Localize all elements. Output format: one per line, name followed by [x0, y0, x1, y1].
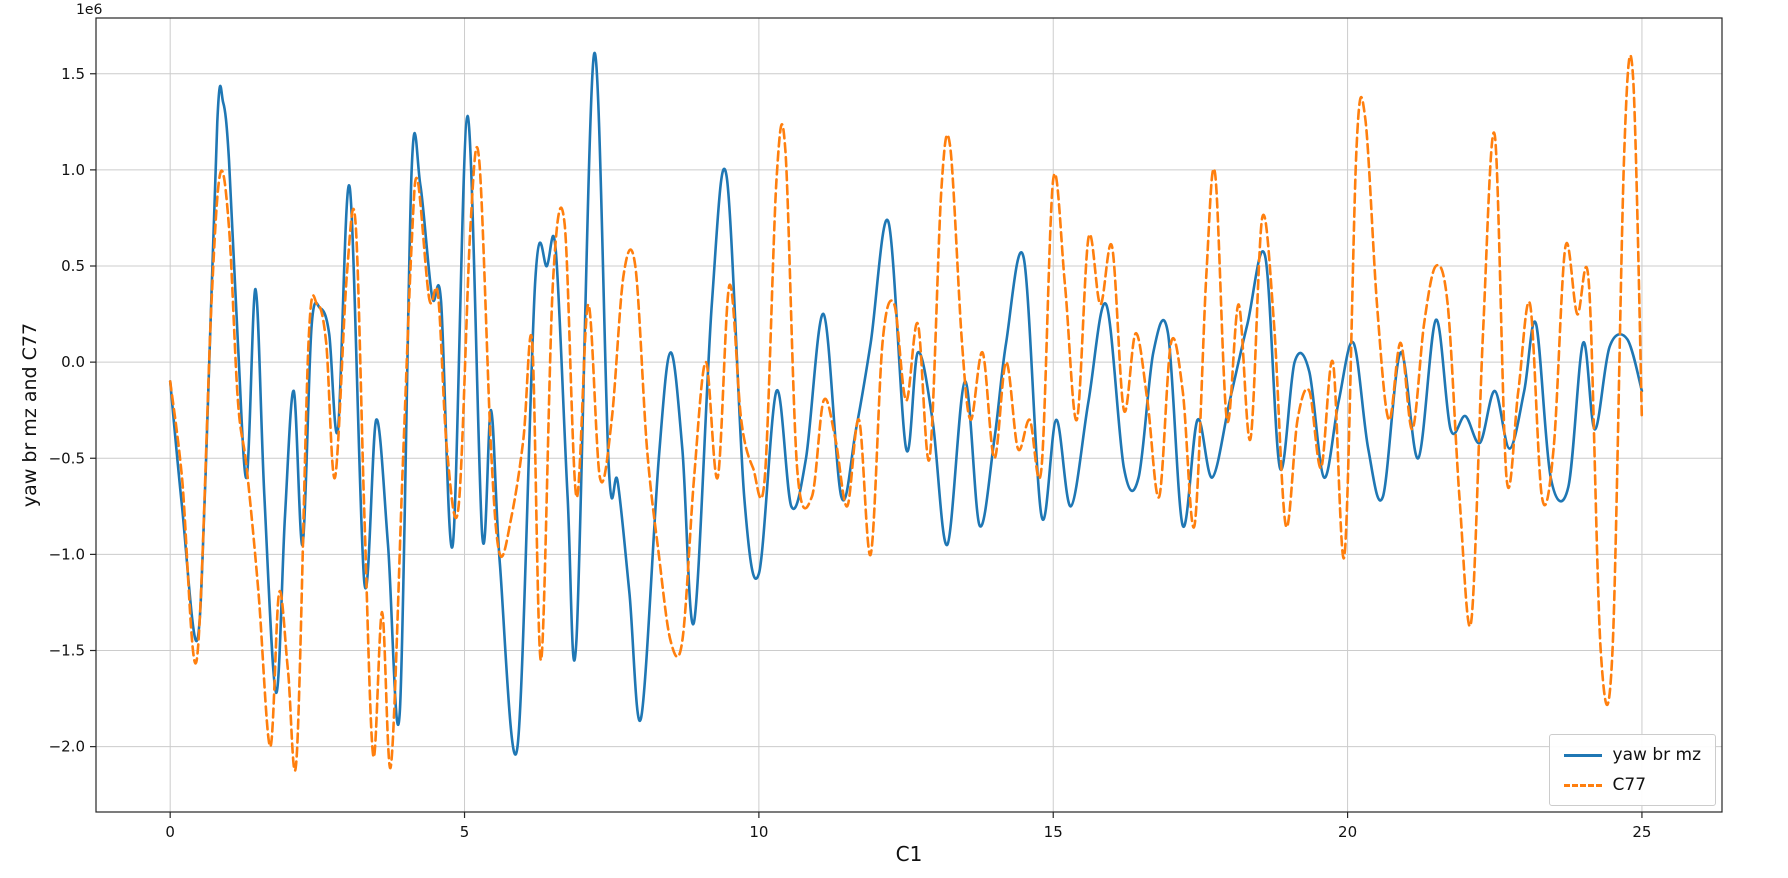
y-tick-label: −0.5 — [49, 449, 85, 467]
legend-label: C77 — [1612, 775, 1647, 795]
y-tick-label: 0.5 — [61, 257, 85, 275]
y-axis-offset-text: 1e6 — [76, 2, 103, 18]
y-tick-label: −1.5 — [49, 642, 85, 660]
x-tick-label: 15 — [1044, 823, 1063, 841]
x-tick-label: 5 — [460, 823, 470, 841]
legend: yaw br mz C77 — [1548, 734, 1716, 806]
solid-line-swatch-icon — [1563, 753, 1602, 757]
plot-frame — [95, 17, 1723, 813]
y-tick-label: 1.0 — [61, 161, 85, 179]
dashed-line-swatch-icon — [1563, 783, 1602, 787]
y-tick-label: 0.0 — [61, 353, 85, 371]
y-tick-label: −1.0 — [49, 545, 85, 563]
y-axis-label: yaw br mz and C77 — [19, 322, 41, 508]
x-axis-label: C1 — [895, 842, 923, 866]
legend-item: yaw br mz — [1563, 745, 1701, 765]
legend-label: yaw br mz — [1612, 745, 1701, 765]
y-tick-label: 1.5 — [61, 65, 85, 83]
series-line-yaw-br-mz — [168, 51, 1644, 756]
x-tick-label: 0 — [165, 823, 175, 841]
legend-item: C77 — [1563, 775, 1701, 795]
x-tick-label: 25 — [1632, 823, 1651, 841]
x-tick-label: 20 — [1338, 823, 1357, 841]
y-tick-label: −2.0 — [49, 738, 85, 756]
x-tick-label: 10 — [749, 823, 768, 841]
series-line-C77 — [168, 54, 1644, 772]
